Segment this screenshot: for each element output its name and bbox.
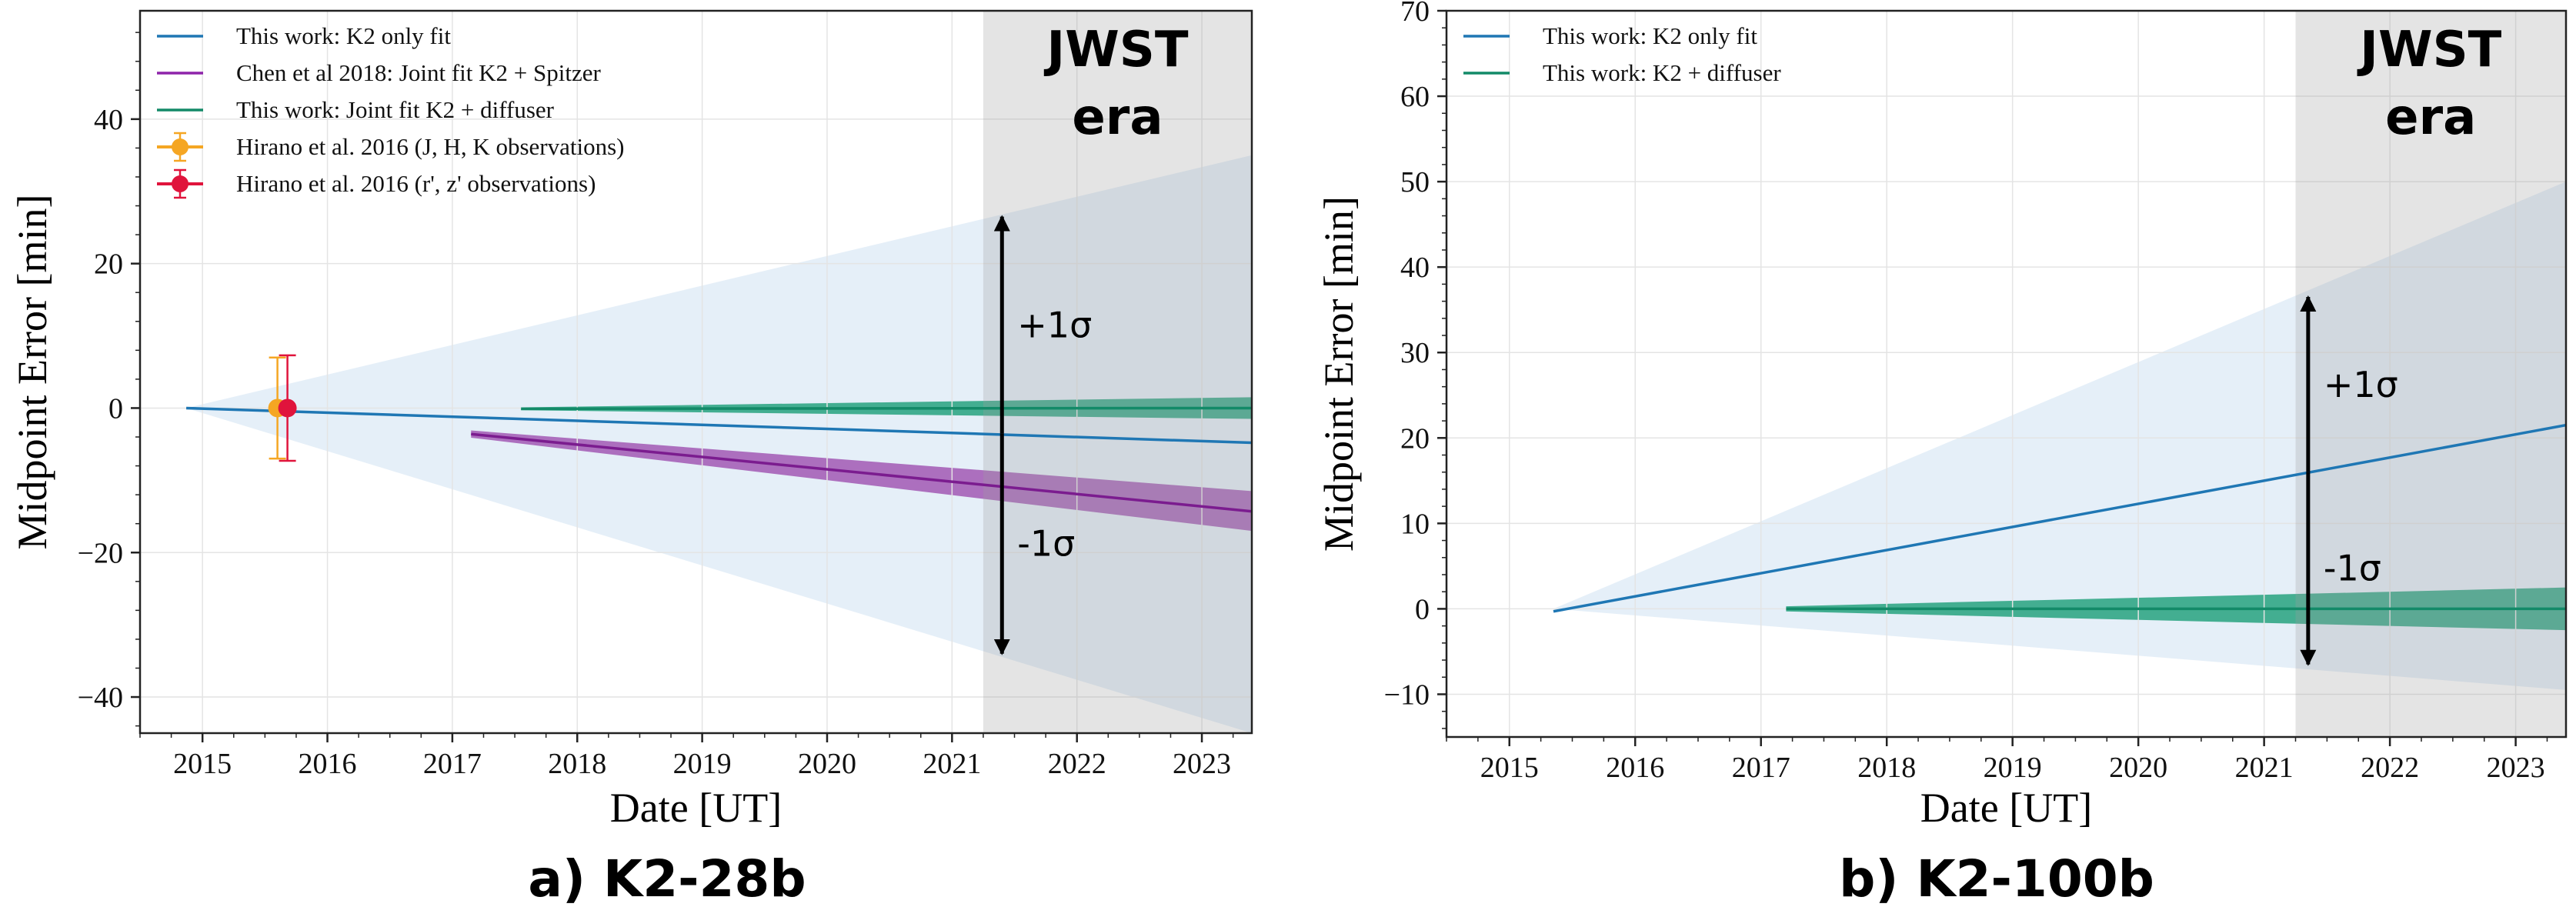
panel-k2-28b: 2015 2016 2017 2018 2019 2020 2021 2022 2023 −40 −… [9,9,1253,909]
era-label-line2: era [2385,89,2476,146]
x-tick-label: 2022 [2361,752,2419,784]
legend-label: Hirano et al. 2016 (J, H, K observations… [236,133,625,160]
legend-entry-3: Hirano et al. 2016 (J, H, K observations… [157,132,625,162]
x-tick-label: 2018 [548,748,606,780]
panel-caption: a) K2-28b [528,849,806,909]
legend-label: This work: K2 + diffuser [1543,59,1781,86]
y-tick-label: 70 [1400,0,1430,28]
era-label-line1: JWST [1043,22,1189,78]
legend-entry-2: This work: Joint fit K2 + diffuser [157,96,555,123]
minus-sigma-label: -1σ [1017,523,1075,565]
x-tick-label: 2023 [2487,752,2545,784]
x-tick-label: 2020 [2109,752,2167,784]
y-tick-label: 50 [1400,166,1430,198]
x-tick-label: 2017 [423,748,482,780]
y-tick-label: −10 [1384,679,1430,711]
y-tick-label: −40 [78,682,123,714]
series-line-0 [1553,423,2566,613]
era-label-line1: JWST [2357,22,2502,78]
y-tick-label: 20 [94,248,123,281]
y-tick-label: 40 [1400,252,1430,284]
x-tick-label: 2017 [1732,752,1790,784]
legend-label: Hirano et al. 2016 (r', z' observations) [236,170,596,197]
x-axis-label: Date [UT] [610,785,782,831]
minus-sigma-label: -1σ [2324,548,2381,589]
x-tick-label: 2019 [1984,752,2042,784]
x-tick-label: 2023 [1173,748,1231,780]
errorbar-point-1 [278,354,297,462]
x-tick-label: 2015 [1480,752,1539,784]
y-tick-label: 20 [1400,422,1430,455]
panel-k2-100b: 2015 2016 2017 2018 2019 2020 2021 2022 2023 −10 0… [1316,0,2568,909]
legend-entry-1: Chen et al 2018: Joint fit K2 + Spitzer [157,59,601,86]
jwst-era-region [983,11,1252,733]
legend-label: This work: Joint fit K2 + diffuser [236,96,555,123]
legend-entry-4: Hirano et al. 2016 (r', z' observations) [157,168,596,199]
x-tick-label: 2020 [798,748,856,780]
x-tick-label: 2018 [1857,752,1916,784]
x-tick-label: 2015 [173,748,232,780]
era-label-line2: era [1072,89,1163,146]
y-tick-label: 40 [94,104,123,136]
plus-sigma-label: +1σ [2324,364,2398,405]
x-tick-label: 2016 [299,748,357,780]
legend-entry-1: This work: K2 + diffuser [1463,59,1781,86]
legend-label: This work: K2 only fit [1543,22,1757,49]
panel-caption: b) K2-100b [1839,849,2154,909]
x-tick-label: 2022 [1048,748,1106,780]
y-tick-label: 30 [1400,337,1430,369]
legend-entry-0: This work: K2 only fit [157,22,451,49]
band-0 [186,155,1252,733]
y-axis-label: Midpoint Error [min] [9,195,55,550]
plus-sigma-label: +1σ [1017,304,1092,345]
plot-frame [1445,9,2568,739]
x-tick-label: 2021 [2235,752,2294,784]
y-tick-label: 60 [1400,81,1430,113]
y-axis-label: Midpoint Error [min] [1316,196,1362,552]
y-tick-label: 0 [1415,593,1430,625]
plot-frame [138,9,1253,735]
y-tick-label: 0 [108,392,123,425]
y-tick-label: −20 [78,537,123,569]
series-line-1 [471,432,1252,513]
legend-label: This work: K2 only fit [236,22,451,49]
series-line-0 [186,406,1252,445]
band-1 [471,430,1252,532]
x-tick-label: 2021 [923,748,981,780]
x-axis-label: Date [UT] [1920,785,2092,831]
x-tick-label: 2016 [1606,752,1664,784]
x-tick-label: 2019 [673,748,732,780]
jwst-era-region [2295,11,2566,737]
legend-label: Chen et al 2018: Joint fit K2 + Spitzer [236,59,601,86]
legend-entry-0: This work: K2 only fit [1463,22,1757,49]
y-tick-label: 10 [1400,508,1430,540]
